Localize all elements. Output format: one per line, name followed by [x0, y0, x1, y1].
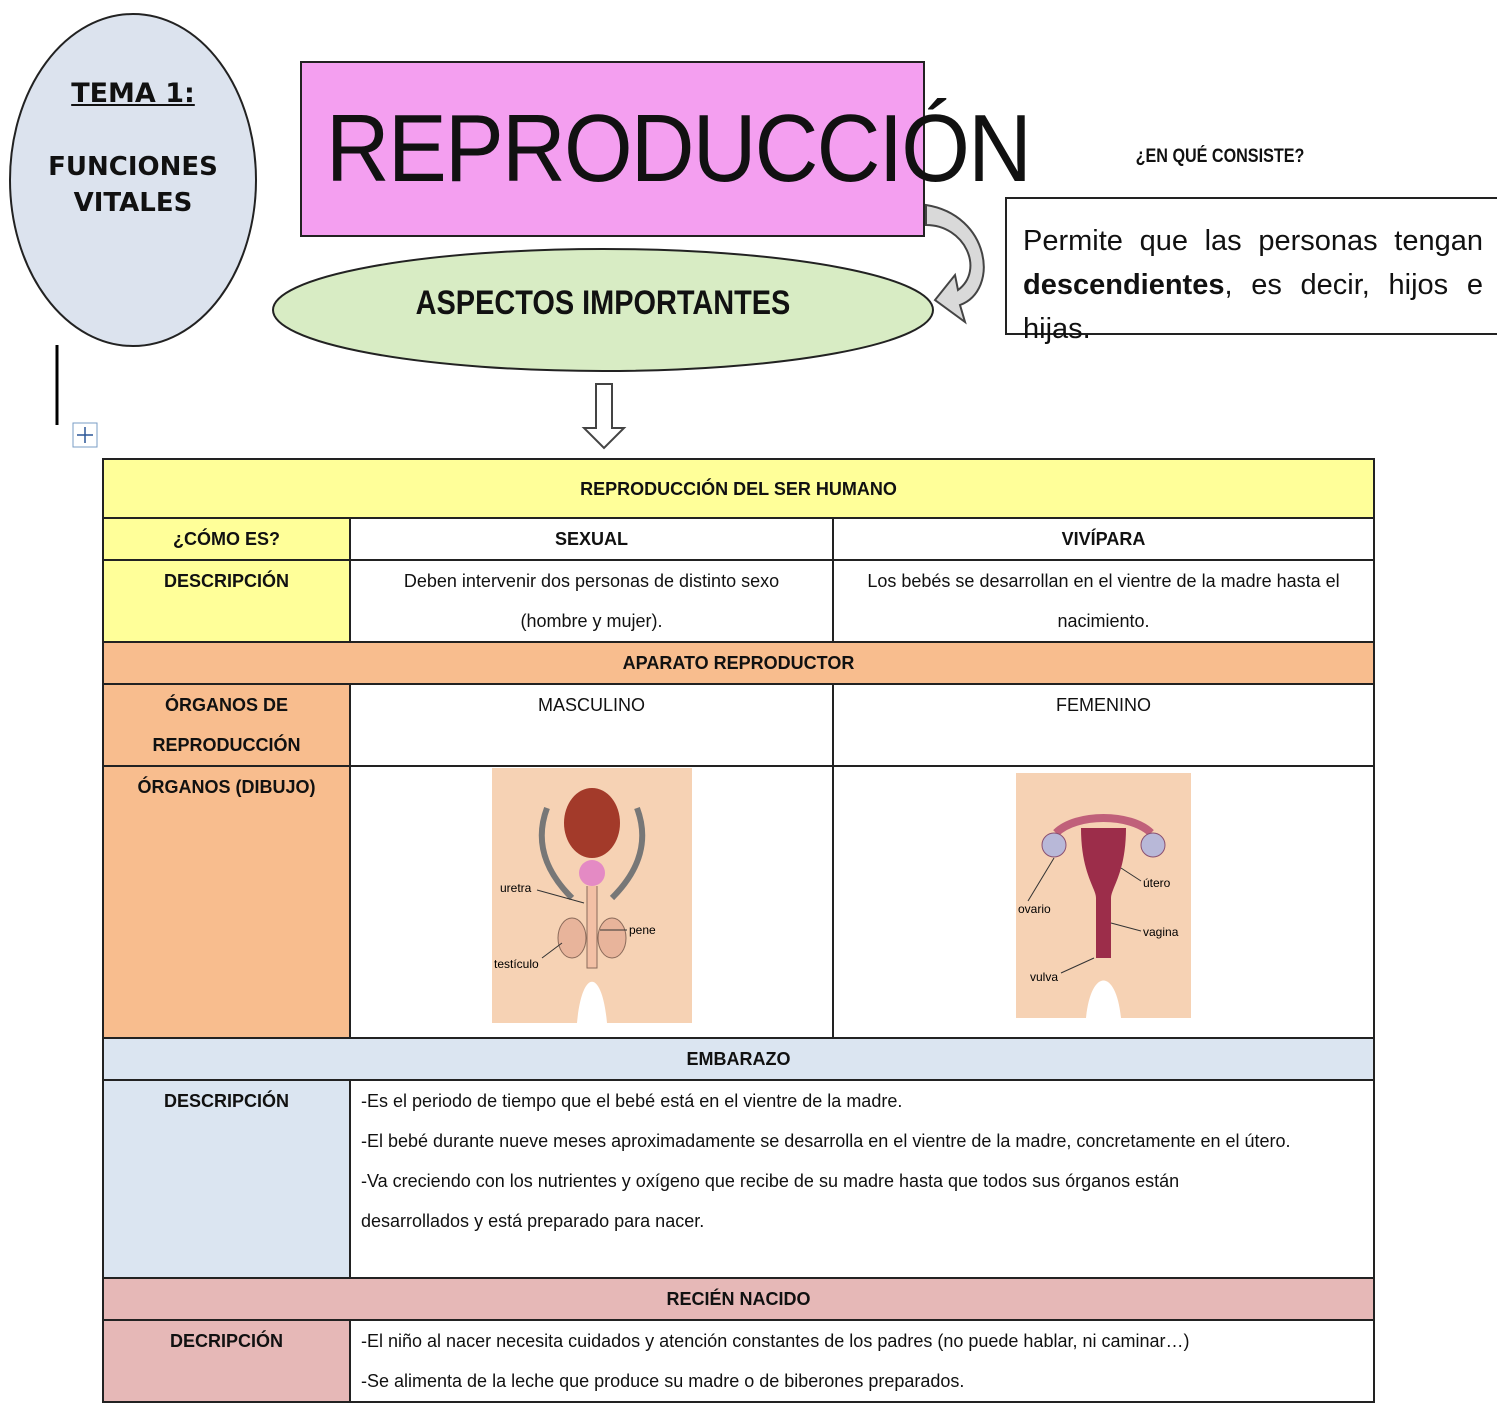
image-cell: ovario útero vagina vulva: [831, 765, 1376, 1039]
section-title: RECIÉN NACIDO: [101, 1277, 1376, 1321]
pointer: [541, 942, 562, 958]
title-box: [300, 61, 925, 237]
male-drawing: uretra pene testículo: [491, 767, 692, 1023]
drawing-label: pene: [629, 923, 656, 937]
section-title: EMBARAZO: [101, 1037, 1376, 1081]
text-line: -Va creciendo con los nutrientes y oxíge…: [361, 1171, 1180, 1231]
text-line: -El bebé durante nueve meses aproximadam…: [361, 1131, 1291, 1151]
drawing-label: vulva: [1030, 970, 1058, 984]
drawing-label: útero: [1143, 876, 1171, 890]
row-label: DESCRIPCIÓN: [102, 1079, 351, 1279]
topic-subject: VITALES: [73, 188, 193, 218]
cell: Los bebés se desarrollan en el vientre d…: [831, 559, 1376, 643]
uterus: [1081, 827, 1127, 958]
text-cell: -El niño al nacer necesita cuidados y at…: [348, 1319, 1376, 1403]
text-line: -Es el periodo de tiempo que el bebé est…: [361, 1091, 903, 1111]
cell: Deben intervenir dos personas de distint…: [349, 559, 834, 643]
female-drawing: ovario útero vagina vulva: [1016, 772, 1192, 1018]
question: ¿EN QUÉ CONSISTE?: [1135, 146, 1305, 167]
row-label: ¿CÓMO ES?: [102, 517, 351, 561]
answer-bold: descendientes: [1023, 269, 1225, 301]
row-label: ÓRGANOS (DIBUJO): [102, 765, 351, 1039]
topic-circle: [9, 13, 257, 347]
cell: SEXUAL: [349, 517, 834, 561]
pointer: [1110, 922, 1142, 931]
pointer: [536, 889, 584, 903]
topic-number: TEMA 1:: [71, 78, 195, 109]
drawing-label: ovario: [1018, 902, 1051, 916]
pointer: [1120, 867, 1142, 881]
section-title: APARATO REPRODUCTOR: [101, 641, 1376, 685]
text-cell: -Es el periodo de tiempo que el bebé est…: [348, 1079, 1376, 1279]
penis: [586, 885, 597, 968]
curved-arrow: [925, 203, 985, 325]
header-shapes: [9, 13, 985, 450]
move-icon: [77, 427, 93, 443]
text-line: -El niño al nacer necesita cuidados y at…: [361, 1331, 1190, 1351]
aspects-ellipse: [272, 248, 934, 372]
pointer: [1027, 857, 1055, 901]
ovary: [1140, 832, 1166, 857]
summary-table: REPRODUCCIÓN DEL SER HUMANO ¿CÓMO ES? SE…: [101, 458, 1376, 1403]
bladder: [563, 787, 620, 858]
ovary: [1041, 832, 1067, 857]
drawing-label: testículo: [494, 957, 539, 971]
main-title: REPRODUCCIÓN: [325, 95, 1032, 202]
duct: [538, 806, 645, 900]
answer-text: , es decir, hijos e hijas.: [1023, 269, 1483, 345]
down-arrow: [581, 383, 627, 450]
prostate: [578, 859, 605, 886]
row-label: DECRIPCIÓN: [102, 1319, 351, 1403]
cell: VIVÍPARA: [831, 517, 1376, 561]
tube: [1053, 813, 1154, 836]
row-label: ÓRGANOS DE REPRODUCCIÓN: [102, 683, 351, 767]
table-title: REPRODUCCIÓN DEL SER HUMANO: [101, 458, 1376, 519]
image-cell: uretra pene testículo: [349, 765, 834, 1039]
cell: FEMENINO: [831, 683, 1376, 767]
text-line: -Se alimenta de la leche que produce su …: [361, 1371, 965, 1391]
cell: MASCULINO: [349, 683, 834, 767]
answer-text: Permite que las personas tengan: [1023, 225, 1483, 257]
testis: [557, 917, 586, 958]
topic-subject: FUNCIONES: [48, 152, 218, 182]
testis: [597, 917, 626, 958]
drawing-label: vagina: [1143, 925, 1179, 939]
answer-box: Permite que las personas tengan descendi…: [1005, 197, 1497, 345]
pointer: [1060, 957, 1095, 973]
row-label: DESCRIPCIÓN: [102, 559, 351, 643]
drawing-label: uretra: [500, 881, 532, 895]
aspects-label: ASPECTOS IMPORTANTES: [415, 284, 791, 322]
